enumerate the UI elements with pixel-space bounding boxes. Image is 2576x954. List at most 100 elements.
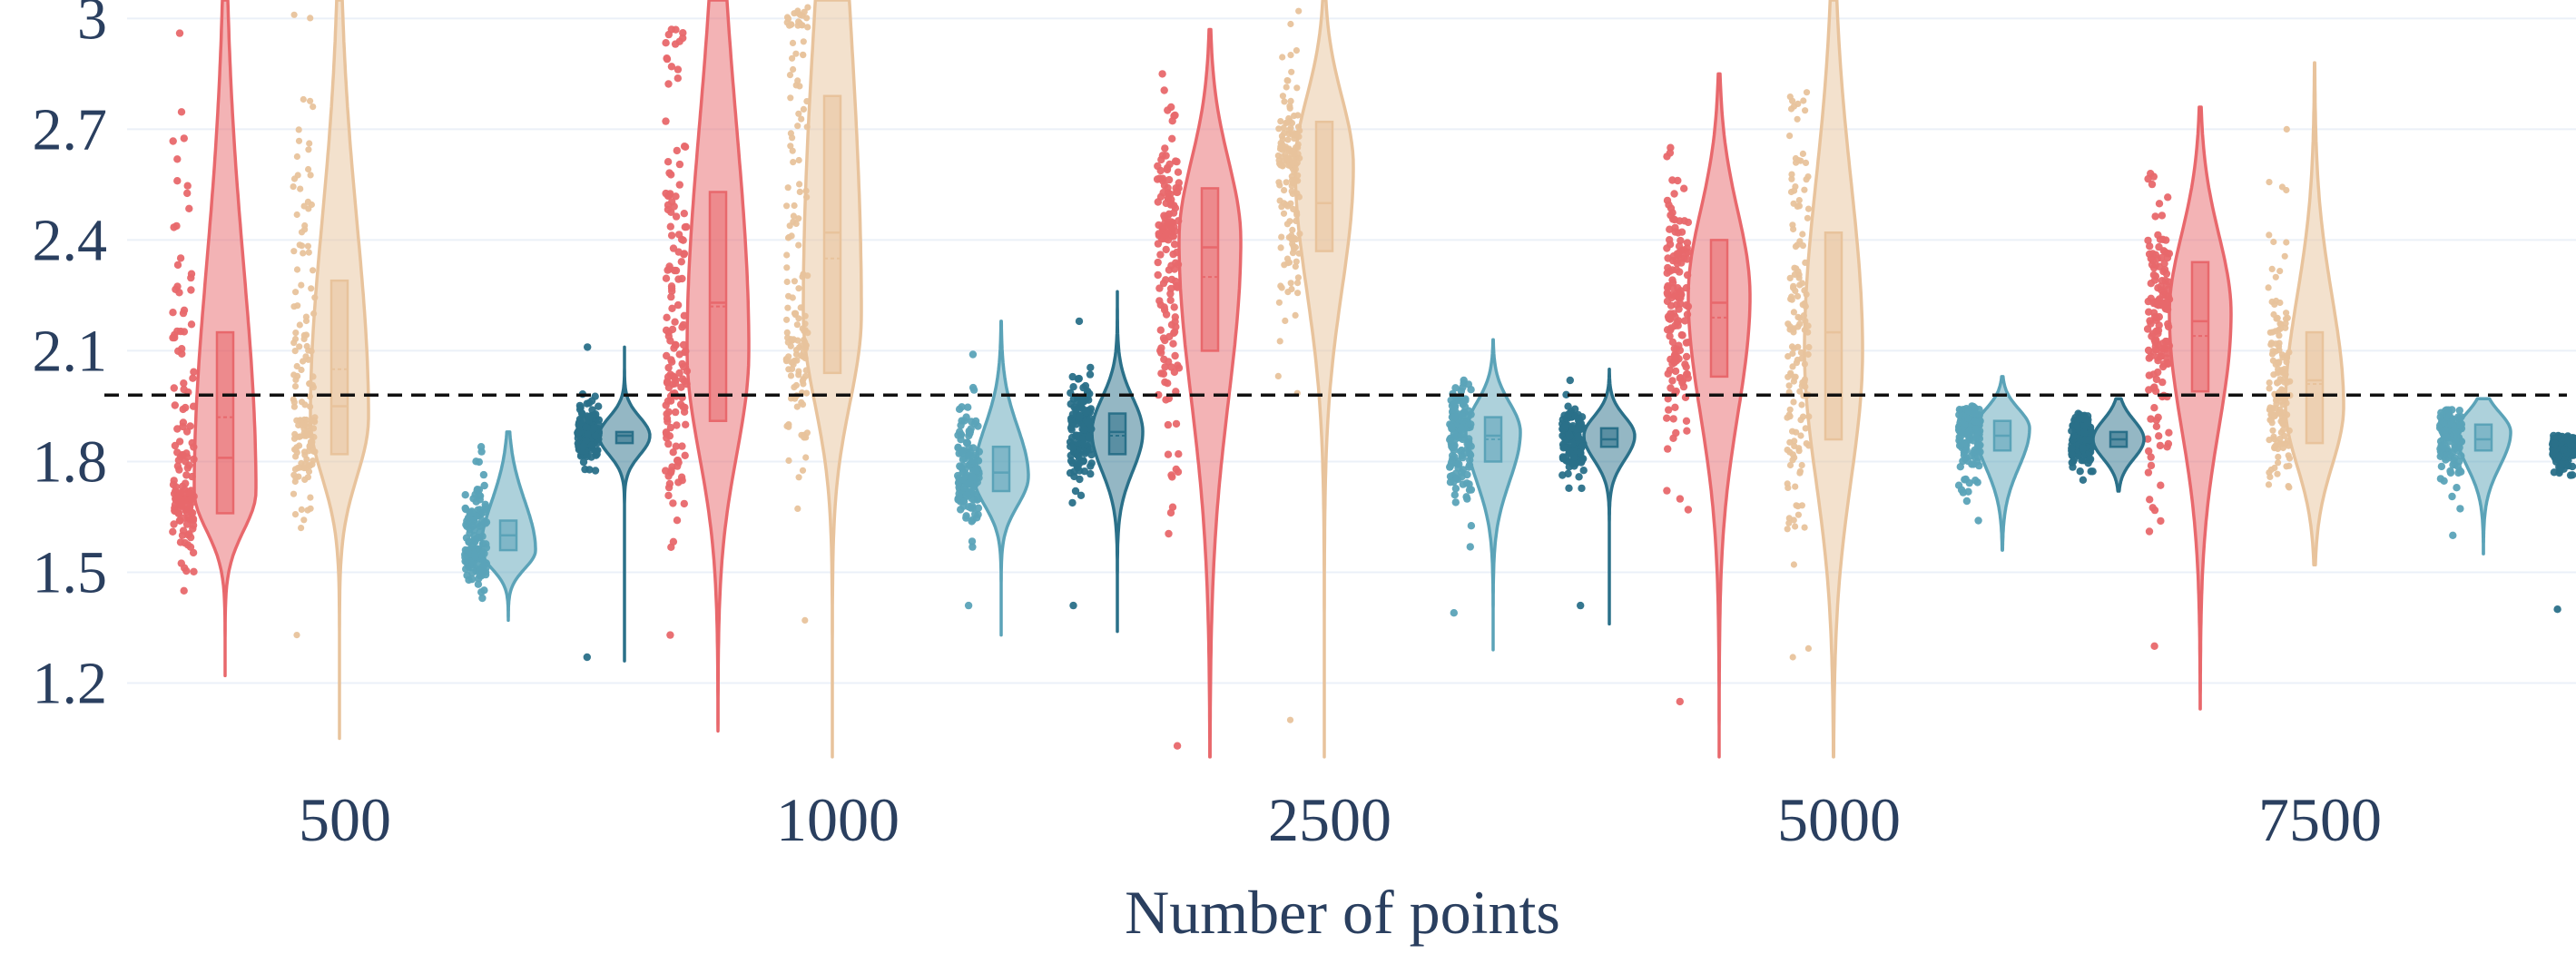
strip-point	[1076, 412, 1084, 420]
strip-point	[1668, 338, 1677, 347]
strip-point	[1678, 379, 1686, 387]
strip-point	[1294, 112, 1302, 119]
strip-point	[591, 431, 600, 440]
strip-point	[787, 94, 794, 102]
strip-point	[679, 34, 687, 43]
strip-point	[480, 481, 488, 490]
strip-point	[1975, 441, 1983, 449]
strip-point	[2151, 272, 2160, 280]
strip-point	[1284, 77, 1292, 84]
strip-point	[1159, 189, 1167, 197]
violin-body	[1582, 368, 1637, 626]
strip-point	[962, 413, 970, 421]
strip-point	[1464, 380, 1473, 388]
strip-point	[584, 430, 592, 438]
violin-s2-c2	[1446, 338, 1522, 652]
strip-point	[1159, 334, 1168, 342]
strip-point	[2452, 437, 2460, 445]
strip-point	[303, 342, 310, 350]
strip-point	[1070, 472, 1078, 481]
strip-point	[2285, 483, 2292, 490]
strip-point	[169, 309, 177, 317]
strip-point	[2155, 432, 2163, 440]
strip-point	[1277, 118, 1284, 125]
strip-point	[187, 286, 195, 294]
strip-point	[1568, 459, 1577, 468]
strip-point	[1683, 270, 1692, 280]
strip-point	[796, 188, 803, 195]
strip-point	[662, 326, 671, 334]
strip-point	[1802, 259, 1809, 266]
strip-point	[1447, 423, 1456, 431]
box-iqr	[991, 445, 1011, 493]
strip-point	[1672, 428, 1680, 438]
strip-point	[1466, 543, 1475, 551]
strip-point	[1789, 363, 1796, 370]
strip-point	[2555, 452, 2563, 460]
strip-point	[290, 11, 298, 18]
strip-point	[791, 202, 798, 210]
strip-point	[2163, 305, 2172, 314]
strip-point	[1683, 310, 1692, 319]
strip-point	[783, 264, 791, 271]
strip-point	[2266, 179, 2273, 186]
strip-point	[301, 401, 309, 408]
strip-point	[1794, 313, 1802, 320]
strip-point	[307, 97, 314, 104]
strip-point	[2282, 370, 2289, 379]
strip-point	[2550, 468, 2559, 477]
strip-point	[968, 543, 977, 551]
strip-point	[575, 428, 583, 437]
strip-point	[169, 137, 177, 145]
strip-point	[461, 491, 469, 499]
strip-point	[1786, 274, 1794, 281]
strip-point	[2266, 404, 2274, 411]
strip-point	[1798, 382, 1805, 389]
strip-point	[2155, 321, 2163, 329]
strip-point	[797, 342, 805, 349]
strip-point	[301, 221, 309, 230]
strip-points	[2068, 409, 2097, 484]
strip-point	[2269, 329, 2276, 336]
strip-point	[954, 443, 962, 451]
strip-point	[594, 446, 602, 455]
strip-points	[1153, 70, 1184, 750]
strip-point	[2145, 527, 2154, 536]
strip-point	[1803, 176, 1810, 183]
strip-point	[1287, 52, 1294, 59]
strip-point	[1663, 244, 1671, 252]
strip-point	[671, 40, 680, 48]
violin-s2-c1	[954, 320, 1030, 637]
strip-point	[1467, 522, 1476, 530]
strip-point	[1957, 428, 1965, 437]
strip-point	[970, 467, 979, 475]
strip-point	[298, 421, 305, 428]
strip-point	[794, 337, 801, 344]
strip-point	[1164, 420, 1173, 429]
strip-point	[795, 285, 802, 292]
strip-point	[304, 474, 311, 481]
strip-point	[2145, 447, 2153, 456]
strip-point	[302, 317, 310, 325]
strip-point	[1284, 260, 1292, 267]
strip-point	[579, 442, 587, 450]
strip-point	[1458, 472, 1466, 481]
strip-point	[677, 258, 685, 266]
strip-point	[175, 438, 184, 446]
strip-point	[2155, 200, 2164, 208]
strip-point	[1172, 465, 1181, 474]
strip-point	[665, 169, 673, 177]
strip-point	[1158, 70, 1166, 78]
strip-point	[1792, 523, 1799, 530]
x-axis-title: Number of points	[1125, 878, 1560, 947]
strip-point	[478, 594, 487, 603]
strip-point	[2070, 432, 2078, 440]
strip-point	[672, 212, 681, 221]
strip-point	[2275, 453, 2282, 460]
strip-point	[296, 241, 303, 249]
strip-points	[290, 11, 319, 639]
strip-point	[1293, 217, 1300, 224]
strip-point	[1794, 323, 1802, 330]
strip-point	[964, 601, 973, 610]
